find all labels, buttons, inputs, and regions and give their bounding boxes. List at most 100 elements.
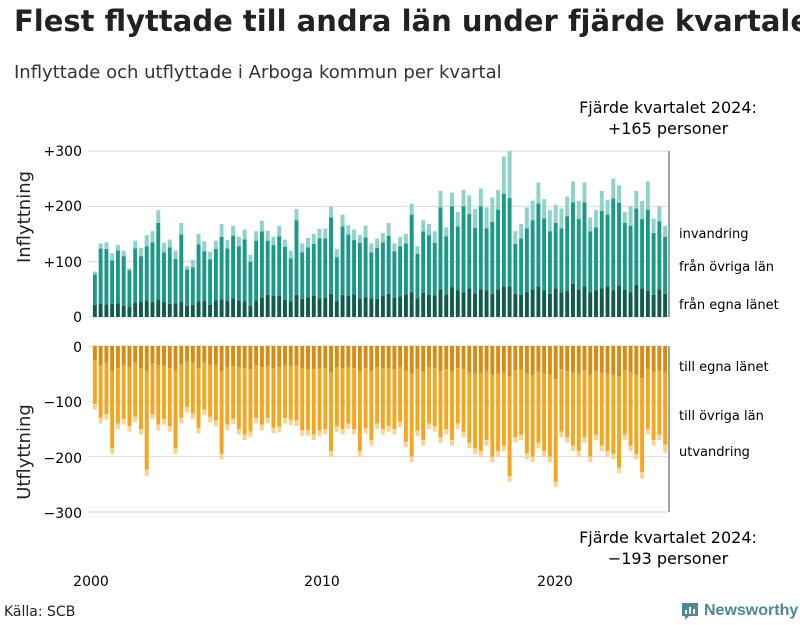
bar-out-other — [496, 373, 501, 452]
bar-in-other — [403, 243, 408, 295]
bar-in-other — [271, 245, 276, 296]
y-tick-in-0: 0 — [73, 310, 82, 326]
bar-in-abroad — [225, 240, 230, 249]
y-tick-out-300: −300 — [44, 506, 82, 522]
bar-out-other — [628, 372, 633, 446]
bar-out-abroad — [484, 440, 489, 446]
bar-in-abroad — [323, 228, 328, 239]
bar-in-local — [467, 288, 472, 317]
bar-out-local — [311, 346, 316, 370]
bar-out-local — [588, 346, 593, 375]
bar-out-local — [530, 346, 535, 375]
bar-in-abroad — [611, 178, 616, 199]
bar-out-local — [225, 346, 230, 368]
bar-out-other — [346, 367, 351, 424]
bar-in-local — [202, 300, 207, 317]
bar-out-local — [115, 346, 120, 369]
bar-in-other — [634, 208, 639, 285]
bar-out-local — [317, 346, 322, 369]
bar-in-other — [513, 243, 518, 294]
y-tick-out-200: −200 — [44, 451, 82, 467]
bar-out-abroad — [640, 472, 645, 479]
bar-out-other — [611, 374, 616, 454]
bar-out-other — [150, 363, 155, 415]
bar-out-other — [248, 369, 253, 432]
bar-in-other — [208, 259, 213, 305]
bar-in-abroad — [553, 204, 558, 223]
bar-in-other — [576, 219, 581, 290]
y-tick-in-200: +200 — [44, 199, 82, 215]
bar-in-other — [519, 238, 524, 295]
bar-in-abroad — [582, 182, 587, 203]
bar-out-other — [582, 370, 587, 438]
bar-in-local — [231, 298, 236, 317]
bar-out-abroad — [196, 427, 201, 434]
bar-out-abroad — [179, 417, 184, 424]
bar-in-abroad — [444, 227, 449, 237]
bar-out-abroad — [254, 417, 259, 424]
bar-out-local — [645, 346, 650, 370]
y-axis-label-inflow: Inflyttning — [14, 171, 35, 263]
bar-in-abroad — [588, 217, 593, 232]
bar-out-local — [208, 346, 213, 365]
bar-out-abroad — [219, 453, 224, 460]
bar-in-other — [265, 240, 270, 295]
bar-out-other — [283, 365, 287, 418]
bar-in-abroad — [110, 253, 115, 261]
bar-out-abroad — [496, 451, 501, 457]
bar-in-abroad — [380, 232, 385, 243]
bar-in-local — [588, 292, 593, 317]
bar-in-other — [421, 231, 426, 293]
bar-in-other — [104, 248, 109, 305]
bar-out-local — [271, 346, 276, 369]
newsworthy-logo-icon — [682, 603, 698, 620]
bar-out-other — [386, 368, 391, 427]
bar-out-other — [467, 372, 472, 443]
bar-out-abroad — [409, 456, 414, 463]
bar-out-local — [92, 346, 97, 360]
bar-out-local — [173, 346, 178, 371]
bar-out-abroad — [611, 453, 616, 460]
bar-in-local — [242, 301, 247, 317]
bar-out-abroad — [225, 424, 230, 431]
bar-out-local — [657, 346, 662, 371]
y-tick-in-100: +100 — [44, 255, 82, 271]
bar-in-other — [565, 216, 570, 291]
bar-out-abroad — [386, 426, 391, 432]
bar-out-abroad — [421, 440, 426, 446]
bar-in-local — [473, 293, 477, 317]
brand-logo[interactable]: Newsworthy — [680, 601, 798, 621]
bar-in-local — [352, 294, 357, 317]
bar-out-local — [559, 346, 564, 370]
bar-in-abroad — [467, 195, 472, 215]
bar-in-local — [634, 284, 639, 317]
bar-in-local — [340, 294, 345, 317]
bar-out-abroad — [547, 456, 552, 463]
bar-in-other — [657, 221, 662, 290]
bar-out-abroad — [513, 437, 518, 443]
bar-in-abroad — [213, 240, 218, 249]
bar-out-other — [375, 367, 380, 424]
bar-in-other — [599, 210, 604, 289]
bar-in-abroad — [144, 235, 149, 247]
bar-out-local — [524, 346, 529, 374]
bar-out-other — [657, 370, 662, 435]
bar-in-local — [478, 289, 483, 317]
bar-out-local — [605, 346, 610, 374]
bar-in-other — [432, 242, 437, 296]
bar-in-other — [536, 203, 541, 287]
bar-in-other — [98, 248, 103, 304]
bar-in-local — [190, 304, 195, 317]
bar-in-abroad — [421, 220, 426, 232]
bar-in-other — [588, 231, 593, 293]
axis-labels: Inflyttning Utflyttning +300 +200 +100 0… — [14, 98, 779, 590]
bar-in-local — [403, 294, 408, 317]
bar-in-abroad — [473, 209, 477, 228]
bar-out-other — [196, 368, 201, 428]
bar-out-abroad — [403, 441, 408, 448]
bar-in-abroad — [294, 209, 299, 221]
bar-in-other — [121, 256, 126, 306]
bar-out-abroad — [110, 448, 115, 454]
bar-in-local — [236, 300, 241, 317]
x-tick-2010: 2010 — [304, 574, 340, 590]
